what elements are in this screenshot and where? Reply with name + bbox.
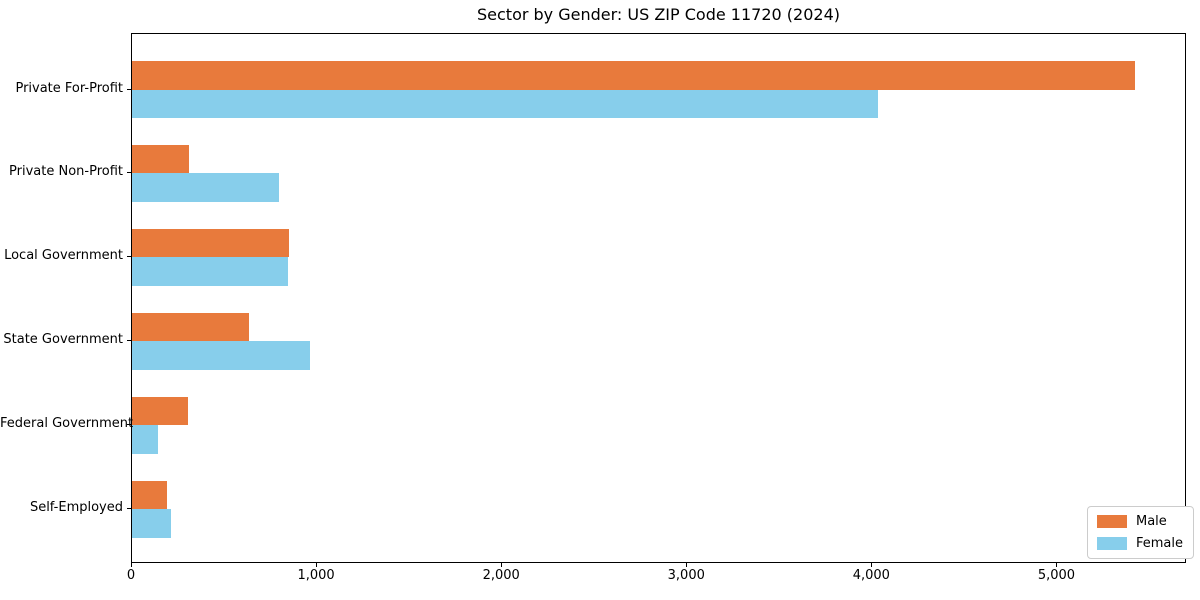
bar-male-private-for-profit (132, 61, 1136, 90)
legend-row-male: Male (1097, 514, 1183, 529)
legend-label-female: Female (1136, 536, 1184, 551)
x-tick-mark (871, 563, 873, 567)
x-tick-label: 4,000 (852, 568, 890, 583)
x-tick-label: 5,000 (1037, 568, 1076, 583)
bar-female-private-non-profit (132, 173, 280, 202)
bar-male-private-non-profit (132, 144, 190, 174)
x-tick-label: 2,000 (482, 568, 520, 583)
y-tick-label: Self-Employed (29, 500, 123, 515)
x-tick-mark (316, 563, 318, 567)
bar-female-state-government (132, 341, 310, 370)
x-tick-mark (686, 563, 688, 567)
y-tick-label: Private For-Profit (15, 80, 123, 96)
legend-row-female: Female (1097, 536, 1183, 551)
legend-label-male: Male (1136, 514, 1167, 529)
plot-area: Male Female (131, 33, 1195, 563)
legend-swatch-female (1097, 537, 1127, 550)
chart-title: Sector by Gender: US ZIP Code 11720 (202… (477, 5, 840, 24)
x-tick-label: 1,000 (297, 568, 335, 583)
bar-male-federal-government (132, 396, 188, 426)
legend-swatch-male (1097, 515, 1127, 528)
x-tick-label: 3,000 (667, 568, 705, 583)
bar-female-local-government (132, 257, 289, 286)
y-tick-label: Private Non-Profit (9, 164, 123, 180)
x-tick-mark (501, 563, 503, 567)
bar-male-state-government (132, 312, 249, 342)
bar-female-federal-government (132, 425, 158, 454)
x-tick-label: 0 (126, 568, 136, 583)
legend: Male Female (1087, 506, 1195, 559)
y-tick-label: State Government (3, 332, 123, 348)
bar-male-local-government (132, 228, 290, 258)
bar-male-self-employed (132, 480, 168, 509)
x-tick-mark (131, 563, 132, 567)
y-tick-label: Local Government (4, 248, 123, 264)
bar-female-private-for-profit (132, 89, 878, 118)
x-tick-mark (1056, 563, 1058, 567)
bars-layer (132, 34, 1185, 562)
bar-female-self-employed (132, 509, 171, 538)
y-tick-label: Federal Government (0, 416, 134, 432)
